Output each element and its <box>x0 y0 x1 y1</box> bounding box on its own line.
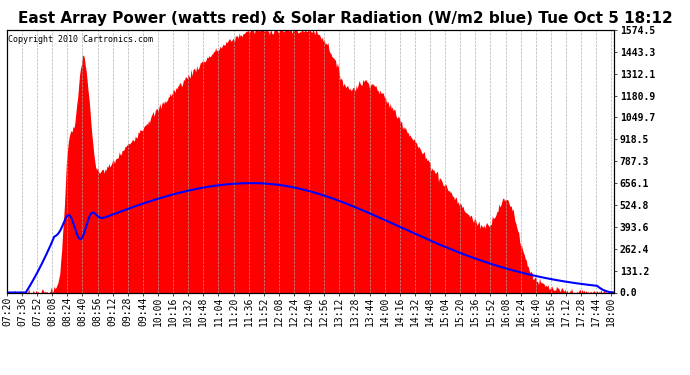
Text: East Array Power (watts red) & Solar Radiation (W/m2 blue) Tue Oct 5 18:12: East Array Power (watts red) & Solar Rad… <box>18 11 672 26</box>
Text: Copyright 2010 Cartronics.com: Copyright 2010 Cartronics.com <box>8 35 153 44</box>
